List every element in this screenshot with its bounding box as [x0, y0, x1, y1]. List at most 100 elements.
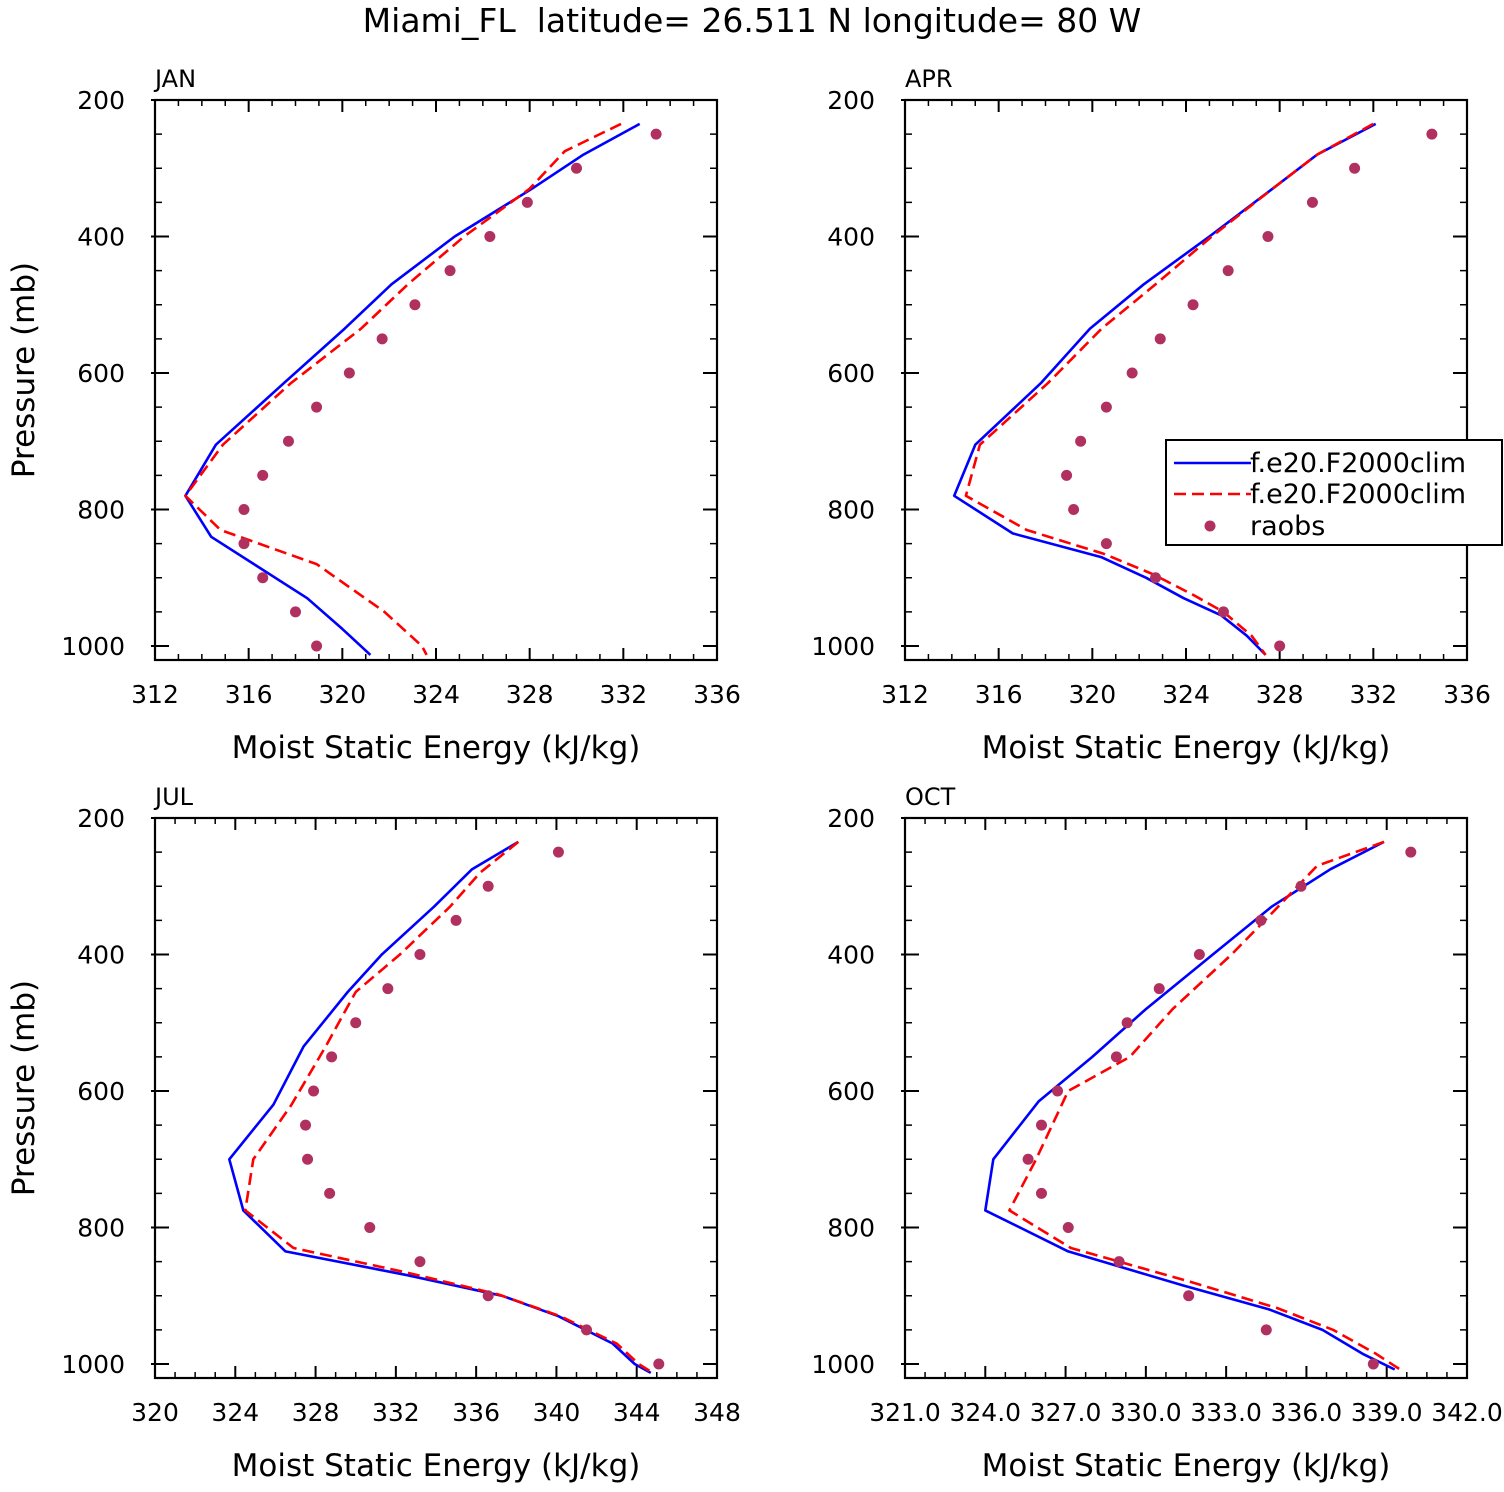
raobs-point: [1349, 162, 1361, 174]
raobs-point: [1121, 1017, 1133, 1029]
y-tick-label: 400: [827, 941, 875, 970]
y-tick-label: 1000: [811, 1350, 875, 1379]
y-tick-label: 400: [77, 223, 125, 252]
x-tick-label: 316: [225, 680, 273, 709]
model2-line: [184, 122, 622, 656]
x-tick-label: 321.0: [869, 1398, 941, 1427]
x-tick-label: 336.0: [1271, 1398, 1343, 1427]
raobs-point: [1052, 1085, 1064, 1097]
x-tick-label: 328: [1256, 680, 1304, 709]
x-axis-label: Moist Static Energy (kJ/kg): [232, 730, 641, 766]
y-tick-label: 1000: [61, 632, 125, 661]
x-tick-label: 324: [211, 1398, 259, 1427]
raobs-point: [1367, 1358, 1379, 1370]
model1-line: [184, 122, 641, 656]
raobs-point: [238, 504, 250, 515]
x-tick-label: 320: [131, 1398, 179, 1427]
legend-label: f.e20.F2000clim: [1250, 448, 1466, 479]
raobs-point: [482, 880, 494, 892]
raobs-point: [311, 401, 323, 413]
raobs-point: [376, 333, 388, 345]
raobs-point: [1274, 640, 1286, 652]
raobs-point: [311, 640, 323, 652]
y-tick-label: 800: [77, 1214, 125, 1243]
y-tick-label: 600: [827, 1077, 875, 1106]
raobs-point: [1260, 1324, 1272, 1336]
raobs-point: [1187, 299, 1199, 311]
y-tick-label: 600: [77, 1077, 125, 1106]
raobs-point: [1217, 606, 1229, 618]
panels-group: JAN 312 316 320 324 328 332 336 200 400 600 800 1000…: [6, 65, 1503, 1484]
raobs-point: [1154, 333, 1166, 345]
model2-line: [244, 840, 654, 1374]
y-tick-label: 200: [827, 804, 875, 833]
y-tick-label: 200: [77, 86, 125, 115]
raobs-point: [521, 196, 533, 208]
raobs-point: [450, 914, 462, 926]
raobs-point: [1193, 949, 1205, 960]
x-tick-label: 340: [533, 1398, 581, 1427]
x-tick-label: 342.0: [1431, 1398, 1503, 1427]
raobs-point: [1183, 1290, 1195, 1302]
x-tick-label: 324: [1162, 680, 1210, 709]
panel-oct: OCT 321.0 324.0 327.0 330.0 333.0 336.0 339.0 34…: [811, 783, 1502, 1484]
y-tick-label: 400: [827, 223, 875, 252]
raobs-point: [1100, 538, 1112, 550]
raobs-point: [1126, 367, 1138, 379]
x-axis-label: Moist Static Energy (kJ/kg): [982, 1448, 1391, 1484]
x-tick-label: 332: [372, 1398, 420, 1427]
x-tick-label: 316: [975, 680, 1023, 709]
data-area: [952, 122, 1438, 656]
raobs-point: [444, 265, 456, 277]
legend-label: f.e20.F2000clim: [1250, 479, 1466, 510]
raobs-point: [414, 1256, 426, 1268]
data-area: [184, 122, 662, 656]
raobs-point: [308, 1085, 320, 1097]
raobs-point: [1262, 231, 1274, 242]
plot-frame: [153, 816, 719, 1380]
raobs-point: [1062, 1222, 1074, 1233]
panel-title: APR: [905, 65, 953, 93]
raobs-point: [1113, 1256, 1125, 1268]
y-tick-label: 1000: [61, 1350, 125, 1379]
raobs-point: [1153, 983, 1165, 995]
x-tick-label: 348: [693, 1398, 741, 1427]
x-tick-label: 336: [1443, 680, 1491, 709]
x-tick-label: 312: [881, 680, 929, 709]
raobs-point: [1035, 1187, 1047, 1199]
x-tick-label: 324.0: [949, 1398, 1021, 1427]
raobs-point: [1075, 435, 1087, 447]
raobs-point: [1061, 469, 1073, 481]
plot-frame: [153, 98, 719, 662]
y-tick-label: 200: [77, 804, 125, 833]
raobs-point: [552, 846, 564, 858]
data-area: [983, 840, 1417, 1371]
x-tick-label: 332: [599, 680, 647, 709]
raobs-point: [257, 469, 269, 481]
model1-line: [228, 840, 652, 1375]
x-tick-label: 344: [613, 1398, 661, 1427]
raobs-point: [414, 949, 426, 960]
raobs-point: [1426, 128, 1438, 140]
x-tick-label: 324: [412, 680, 460, 709]
x-tick-label: 312: [131, 680, 179, 709]
y-tick-label: 200: [827, 86, 875, 115]
x-tick-label: 336: [452, 1398, 500, 1427]
x-tick-label: 332: [1349, 680, 1397, 709]
x-tick-label: 330.0: [1110, 1398, 1182, 1427]
panel-title: JUL: [153, 783, 194, 811]
model1-line: [983, 840, 1396, 1371]
raobs-point: [1100, 401, 1112, 413]
y-tick-label: 600: [77, 359, 125, 388]
raobs-point: [653, 1358, 665, 1370]
raobs-point: [1068, 504, 1080, 515]
y-tick-label: 600: [827, 359, 875, 388]
y-tick-label: 800: [827, 1214, 875, 1243]
x-axis-label: Moist Static Energy (kJ/kg): [232, 1448, 641, 1484]
y-axis-label: Pressure (mb): [6, 980, 42, 1196]
raobs-point: [282, 435, 294, 447]
y-tick-label: 1000: [811, 632, 875, 661]
figure-title: Miami_FL latitude= 26.511 N longitude= 8…: [363, 1, 1142, 40]
